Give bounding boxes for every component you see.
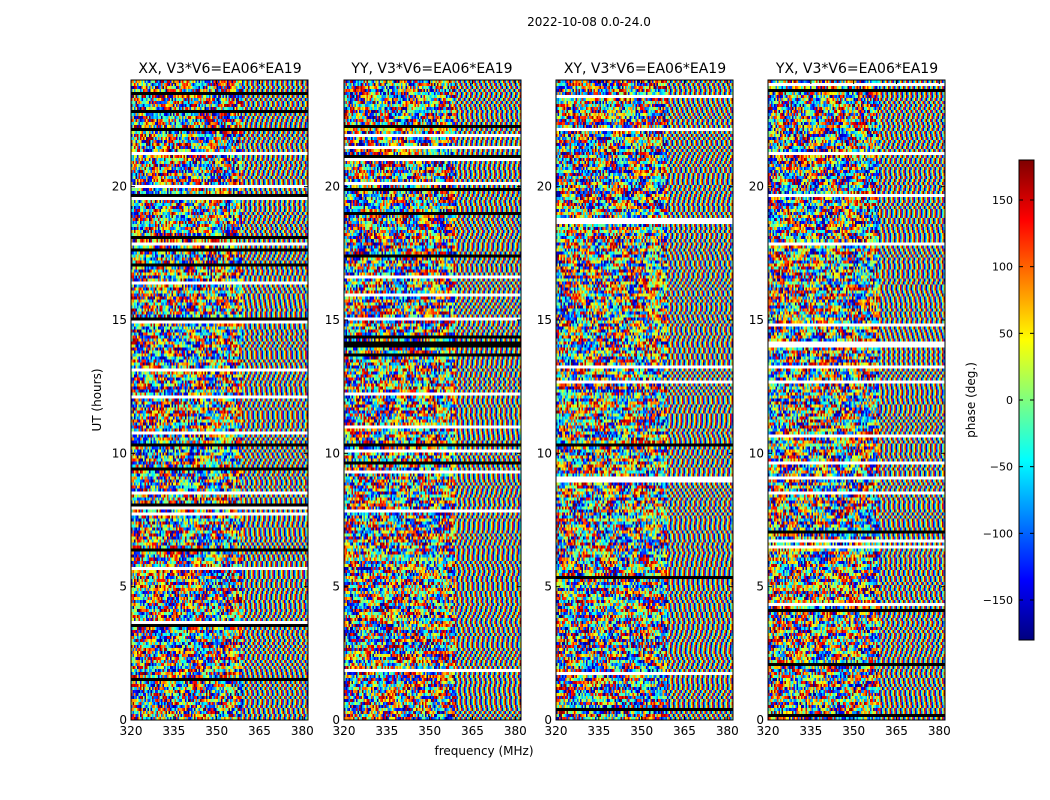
panel-title: YX, V3*V6=EA06*EA19: [775, 61, 938, 77]
y-tick-label: 10: [537, 446, 552, 460]
y-tick-label: 20: [749, 180, 764, 194]
colorbar-label: phase (deg.): [964, 362, 978, 438]
y-tick-label: 10: [749, 446, 764, 460]
heatmap-plot: 320 335 350 365 380 0 5 10 15 20: [749, 79, 951, 738]
panel-xx: XX, V3*V6=EA06*EA19 UT (hours) 320 335 350…: [90, 61, 314, 738]
plot-frame: [130, 79, 309, 721]
y-tick-label: 5: [119, 580, 127, 594]
heatmap-cells: [556, 80, 733, 720]
panel-yy: YY, V3*V6=EA06*EA19 frequency (MHz) 320 3…: [325, 61, 534, 758]
y-tick-label: 5: [756, 580, 764, 594]
panel-xy: XY, V3*V6=EA06*EA19 320 335 350 365 380 0 5 10 1…: [537, 61, 739, 738]
colorbar-tick-label: 100: [992, 261, 1013, 274]
y-tick-label: 0: [756, 713, 764, 727]
plot-frame: [343, 79, 522, 721]
x-tick-label: 320: [757, 724, 780, 738]
heatmap-plot: 320 335 350 365 380 0 5 10 15 20: [325, 79, 527, 738]
y-tick-label: 10: [325, 446, 340, 460]
colorbar-tick-label: 0: [1006, 394, 1013, 407]
panel-title: YY, V3*V6=EA06*EA19: [350, 61, 512, 77]
panel-yx: YX, V3*V6=EA06*EA19 320 335 350 365 380 0 5 10 1…: [749, 61, 951, 738]
heatmap-image: [344, 80, 521, 720]
x-tick-label: 350: [418, 724, 441, 738]
heatmap-cells: [344, 80, 521, 720]
panel-title: XX, V3*V6=EA06*EA19: [138, 61, 301, 77]
plot-frame: [767, 79, 946, 721]
x-tick-label: 365: [248, 724, 271, 738]
y-tick-label: 20: [325, 180, 340, 194]
y-tick-label: 0: [332, 713, 340, 727]
colorbar-tick-label: −150: [983, 594, 1013, 607]
heatmap-image: [131, 80, 308, 720]
colorbar-tick-label: 150: [992, 194, 1013, 207]
y-tick-label: 0: [544, 713, 552, 727]
y-tick-label: 20: [112, 180, 127, 194]
heatmap-cells: [131, 80, 308, 720]
x-tick-label: 380: [928, 724, 951, 738]
x-axis-label: frequency (MHz): [434, 744, 533, 758]
x-tick-label: 335: [162, 724, 185, 738]
x-tick-label: 380: [716, 724, 739, 738]
y-tick-label: 5: [544, 580, 552, 594]
panel-title: XY, V3*V6=EA06*EA19: [564, 61, 726, 77]
x-tick-label: 350: [630, 724, 653, 738]
colorbar-ticks: 150 100 50 0 −50 −100 −150: [983, 194, 1034, 607]
x-tick-label: 365: [885, 724, 908, 738]
colorbar-tick-label: 50: [999, 327, 1013, 340]
colorbar-tick-label: −100: [983, 527, 1013, 540]
x-tick-label: 350: [205, 724, 228, 738]
y-axis-label: UT (hours): [90, 368, 104, 431]
figure-suptitle: 2022-10-08 0.0-24.0: [527, 15, 651, 29]
y-tick-label: 5: [332, 580, 340, 594]
x-tick-label: 320: [545, 724, 568, 738]
x-tick-label: 335: [587, 724, 610, 738]
x-tick-label: 320: [333, 724, 356, 738]
colorbar-tick-label: −50: [990, 461, 1013, 474]
colorbar: 150 100 50 0 −50 −100 −150 phase (deg.): [964, 159, 1035, 641]
heatmap-image: [556, 80, 733, 720]
y-tick-label: 15: [537, 313, 552, 327]
x-tick-label: 365: [461, 724, 484, 738]
plot-frame: [555, 79, 734, 721]
x-tick-label: 350: [842, 724, 865, 738]
x-tick-label: 335: [375, 724, 398, 738]
x-tick-label: 365: [673, 724, 696, 738]
y-tick-label: 20: [537, 180, 552, 194]
x-tick-label: 320: [120, 724, 143, 738]
x-tick-label: 335: [799, 724, 822, 738]
x-tick-label: 380: [291, 724, 314, 738]
y-tick-label: 15: [112, 313, 127, 327]
heatmap-cells: [768, 80, 945, 720]
heatmap-plot: 320 335 350 365 380 0 5 10 15 20: [112, 79, 314, 738]
heatmap-plot: 320 335 350 365 380 0 5 10 15 20: [537, 79, 739, 738]
y-tick-label: 0: [119, 713, 127, 727]
y-tick-label: 15: [325, 313, 340, 327]
heatmap-image: [768, 80, 945, 720]
x-tick-label: 380: [504, 724, 527, 738]
y-tick-label: 15: [749, 313, 764, 327]
y-tick-label: 10: [112, 446, 127, 460]
